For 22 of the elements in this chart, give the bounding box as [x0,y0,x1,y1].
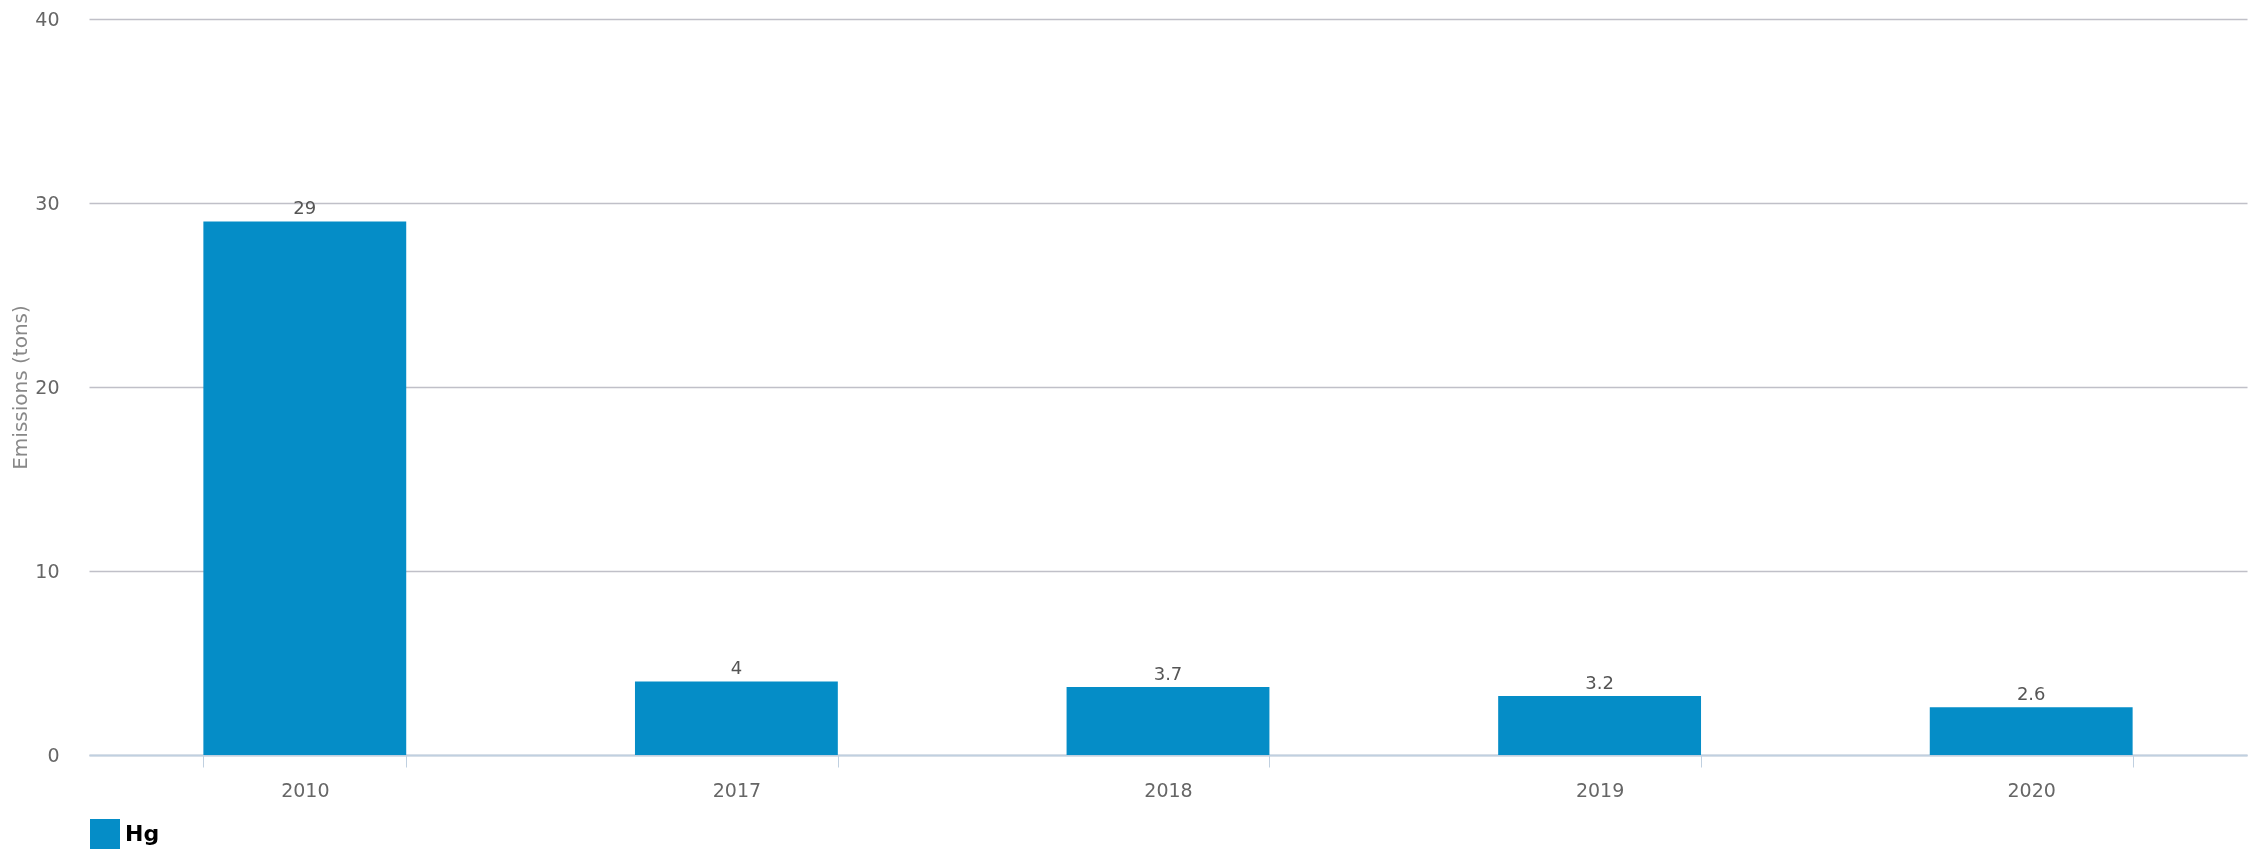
bar [1929,707,2133,755]
x-tick-label: 2018 [1144,778,1193,801]
y-tick-label: 30 [35,191,60,214]
data-label: 3.2 [1585,672,1614,694]
data-label: 2.6 [2016,683,2046,705]
bar [634,681,838,755]
y-axis-title: Emissions (tons) [8,305,33,470]
x-tick-label: 2017 [712,778,762,801]
data-label: 4 [730,657,743,679]
y-tick-label: 20 [35,375,60,398]
bar [1066,686,1270,755]
x-tick-label: 2010 [281,778,330,801]
data-label: 3.7 [1153,662,1183,684]
data-label: 29 [293,197,317,219]
x-tick-label: 2020 [2007,778,2056,801]
legend-label: Hg [125,821,160,846]
bar [203,221,407,755]
y-tick-label: 10 [35,559,60,582]
y-tick-label: 40 [35,7,60,30]
y-tick-label: 0 [47,743,60,766]
bar [1498,696,1702,755]
x-tick-label: 2019 [1575,778,1625,801]
